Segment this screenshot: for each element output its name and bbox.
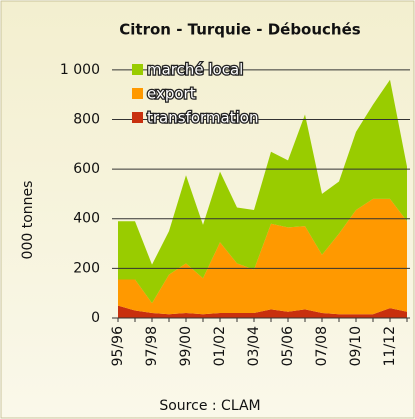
x-tick-label: 95/96 — [110, 326, 126, 366]
legend-swatch — [132, 88, 143, 99]
x-tick-label: 03/04 — [246, 326, 262, 366]
area — [118, 79, 407, 304]
y-tick-label: 400 — [73, 211, 100, 227]
x-tick-label: 09/10 — [348, 326, 364, 366]
x-tick-label: 11/12 — [382, 326, 398, 366]
source: Source : CLAM — [159, 398, 260, 414]
x-tick-label: 07/08 — [314, 326, 330, 366]
area — [118, 305, 407, 318]
y-tick-label: 200 — [73, 260, 100, 276]
y-tick-label: 600 — [73, 161, 100, 177]
area — [118, 198, 407, 315]
x-tick-label: 05/06 — [280, 326, 296, 366]
legend-label: marché local — [147, 61, 243, 79]
y-tick-label: 1 000 — [60, 62, 100, 78]
y-axis-label: 000 tonnes — [20, 181, 36, 260]
legend-label: transformation — [147, 109, 258, 127]
x-tick-label: 99/00 — [178, 326, 194, 366]
x-tick-label: 01/02 — [212, 326, 228, 366]
x-tick-label: 97/98 — [144, 326, 160, 366]
legend-swatch — [132, 64, 143, 75]
y-tick-label: 0 — [91, 310, 100, 326]
y-tick-label: 800 — [73, 111, 100, 127]
legend-swatch — [132, 112, 143, 123]
chart-title: Citron - Turquie - Débouchés — [119, 21, 361, 39]
legend-label: export — [147, 85, 196, 103]
